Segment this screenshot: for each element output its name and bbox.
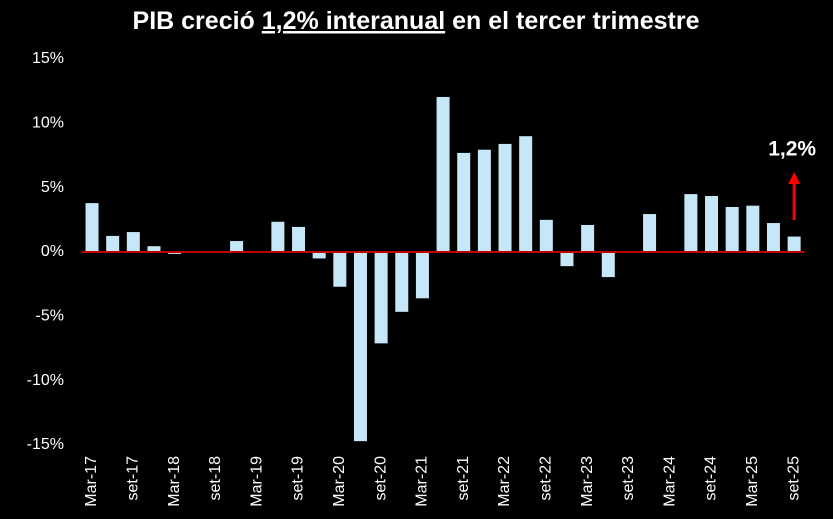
bar [106,235,120,252]
y-tick-label: -5% [36,308,64,325]
y-tick-label: -10% [27,372,64,389]
bar [705,196,719,252]
bar [353,252,367,442]
annotation: 1,2% [768,138,816,161]
x-tick-label: set-25 [785,456,802,501]
bar [581,224,595,252]
x-tick-label: Mar-17 [83,456,100,507]
bar [374,252,388,344]
chart-title: PIB creció 1,2% interanual en el tercer … [133,7,700,35]
bar [436,96,450,252]
x-tick-label: set-24 [703,456,720,501]
bar [457,152,471,252]
y-tick-label: 15% [32,50,64,67]
x-tick-label: set-18 [207,456,224,501]
y-tick-label: -15% [27,436,64,453]
y-tick-label: 10% [32,115,64,132]
bar [395,252,409,312]
bar [477,149,491,252]
x-tick-label: Mar-24 [661,456,678,507]
x-tick-label: Mar-25 [744,456,761,507]
x-tick-label: set-21 [455,456,472,501]
bar [643,214,657,252]
annotation-arrowhead [788,172,801,184]
bar [539,219,553,252]
bar [333,252,347,287]
x-tick-label: set-22 [538,456,555,501]
bar [415,252,429,299]
bar [519,136,533,252]
x-tick-label: Mar-19 [248,456,265,507]
bar [312,252,326,259]
x-tick-label: Mar-18 [166,456,183,507]
x-tick-label: Mar-23 [579,456,596,507]
x-tick-label: set-19 [290,456,307,501]
x-tick-label: Mar-22 [496,456,513,507]
x-tick-label: Mar-20 [331,456,348,507]
title-prefix: PIB creció [133,7,262,35]
y-tick-label: 0% [41,243,64,260]
bar [766,223,780,252]
bar [560,252,574,267]
bar [147,246,161,252]
x-tick-label: set-23 [620,456,637,501]
bar [271,221,285,252]
y-tick-label: 5% [41,179,64,196]
bar [85,203,99,252]
title-emphasis: 1,2% interanual [262,7,445,35]
bar [292,226,306,252]
bar [684,194,698,252]
bar [746,205,760,252]
x-tick-label: set-20 [372,456,389,501]
bar [230,241,244,252]
x-tick-label: set-17 [125,456,142,501]
bar [498,143,512,252]
x-tick-label: Mar-21 [414,456,431,507]
bar [725,206,739,252]
bar [601,252,615,278]
title-suffix: en el tercer trimestre [445,7,699,35]
bar [126,232,140,252]
bar [787,236,801,252]
